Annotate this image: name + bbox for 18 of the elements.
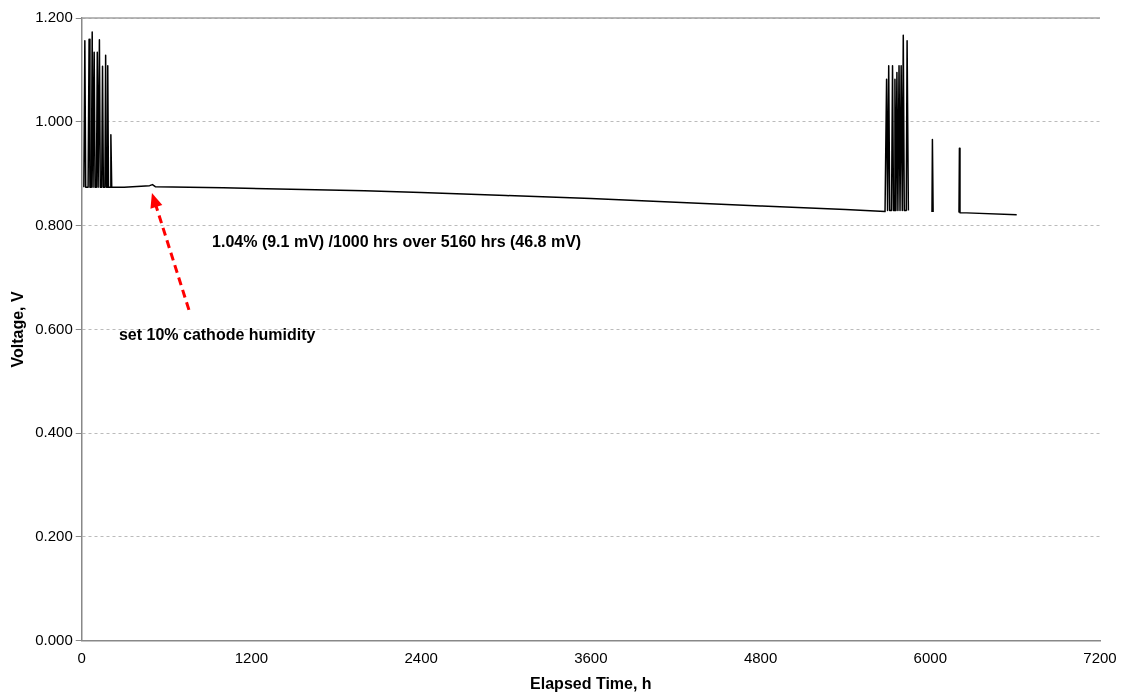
x-axis-title: Elapsed Time, h (530, 674, 652, 692)
x-tick-label: 2400 (404, 648, 438, 666)
y-axis-title: Voltage, V (9, 290, 27, 368)
y-tick-label: 0.800 (35, 215, 73, 233)
x-tick-label: 1200 (234, 648, 269, 666)
y-tick-label: 0.200 (35, 527, 73, 545)
annotation: 1.04% (9.1 mV) /1000 hrs over 5160 hrs (46.8 mV) (212, 232, 582, 250)
x-tick-label: 4800 (743, 648, 778, 666)
y-tick-label: 0.600 (35, 319, 73, 337)
x-tick-label: 0 (77, 648, 86, 666)
x-tick-label: 7200 (1083, 648, 1117, 666)
y-tick-label: 0.000 (35, 630, 73, 648)
y-tick-label: 1.200 (35, 8, 73, 26)
annotation: set 10% cathode humidity (118, 326, 316, 344)
y-tick-label: 1.000 (35, 111, 73, 129)
x-tick-label: 3600 (574, 648, 608, 666)
y-tick-label: 0.400 (35, 423, 73, 441)
x-tick-label: 6000 (913, 648, 947, 666)
